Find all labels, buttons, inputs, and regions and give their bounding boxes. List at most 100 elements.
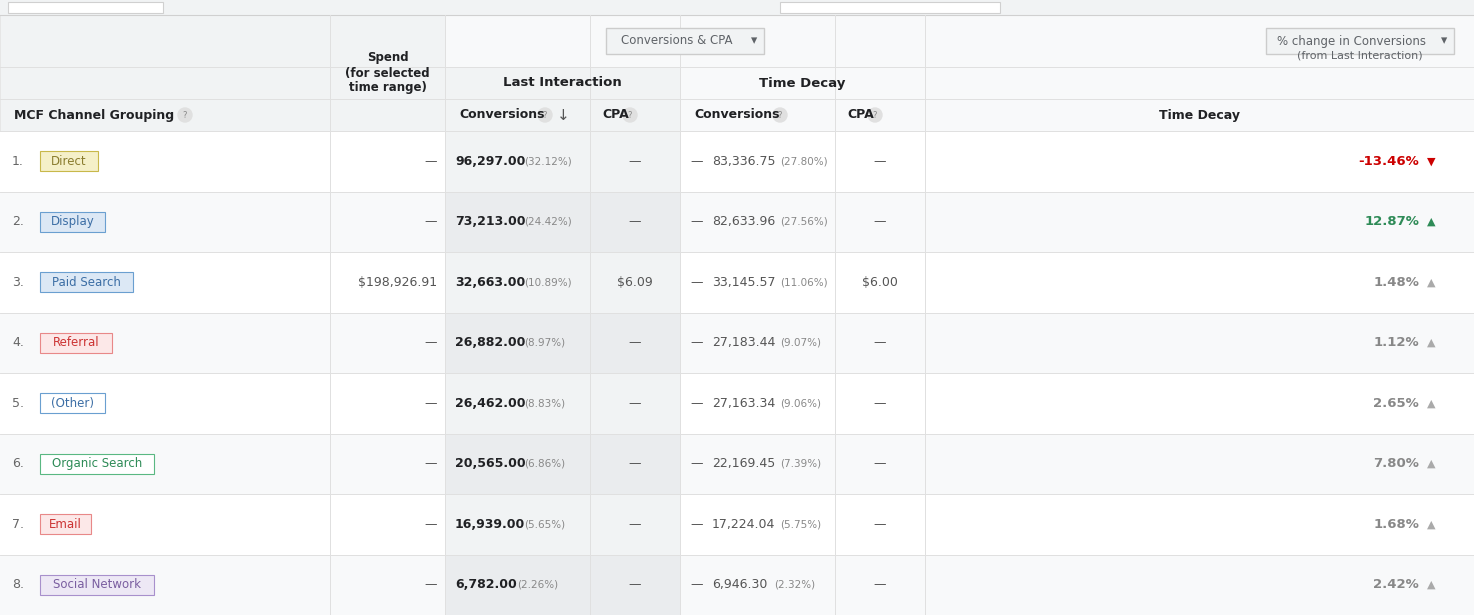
Bar — [0, 131, 1474, 191]
Text: 5.: 5. — [12, 397, 24, 410]
Text: (11.06%): (11.06%) — [781, 277, 828, 287]
Text: ?: ? — [628, 111, 632, 119]
Circle shape — [538, 108, 551, 122]
Bar — [0, 494, 1474, 555]
Text: 2.65%: 2.65% — [1374, 397, 1419, 410]
Bar — [1266, 28, 1453, 54]
Text: —: — — [874, 336, 886, 349]
Text: 26,462.00: 26,462.00 — [455, 397, 526, 410]
Bar — [0, 252, 1474, 312]
Text: (from Last Interaction): (from Last Interaction) — [1297, 50, 1422, 60]
Text: $198,926.91: $198,926.91 — [358, 276, 436, 289]
Text: ?: ? — [183, 111, 187, 119]
Text: 1.68%: 1.68% — [1374, 518, 1419, 531]
Bar — [445, 191, 680, 252]
Text: —: — — [690, 457, 703, 470]
Text: 6.: 6. — [12, 457, 24, 470]
Text: Conversions: Conversions — [694, 108, 780, 122]
Bar — [445, 312, 680, 373]
Text: —: — — [425, 578, 436, 591]
Text: 2.42%: 2.42% — [1374, 578, 1419, 591]
Bar — [40, 514, 91, 534]
Circle shape — [624, 108, 637, 122]
Text: ?: ? — [778, 111, 783, 119]
Text: 6,946.30: 6,946.30 — [712, 578, 768, 591]
Text: (10.89%): (10.89%) — [525, 277, 572, 287]
Text: 27,183.44: 27,183.44 — [712, 336, 775, 349]
Text: —: — — [690, 155, 703, 168]
Text: CPA: CPA — [601, 108, 629, 122]
Text: Last Interaction: Last Interaction — [503, 76, 622, 90]
Text: ▾: ▾ — [1442, 34, 1447, 47]
Text: —: — — [629, 578, 641, 591]
Text: —: — — [690, 215, 703, 228]
Text: 32,663.00: 32,663.00 — [455, 276, 525, 289]
Text: (2.26%): (2.26%) — [517, 580, 559, 590]
Text: 1.12%: 1.12% — [1374, 336, 1419, 349]
Text: ▲: ▲ — [1427, 277, 1436, 287]
Text: 4.: 4. — [12, 336, 24, 349]
Text: 8.: 8. — [12, 578, 24, 591]
Text: 2.: 2. — [12, 215, 24, 228]
Bar — [445, 555, 680, 615]
Text: 12.87%: 12.87% — [1363, 215, 1419, 228]
Text: —: — — [690, 397, 703, 410]
Text: —: — — [874, 578, 886, 591]
Text: ▼: ▼ — [1427, 156, 1436, 166]
Bar — [40, 151, 97, 171]
Text: Referral: Referral — [53, 336, 99, 349]
Bar — [445, 373, 680, 434]
Bar — [445, 131, 680, 191]
Bar — [680, 67, 926, 99]
Bar — [0, 555, 1474, 615]
Text: —: — — [629, 397, 641, 410]
Text: —: — — [874, 397, 886, 410]
Text: (8.83%): (8.83%) — [525, 399, 566, 408]
Text: Email: Email — [49, 518, 83, 531]
Bar — [445, 494, 680, 555]
Text: Paid Search: Paid Search — [52, 276, 121, 289]
Text: —: — — [874, 457, 886, 470]
Text: Time Decay: Time Decay — [759, 76, 846, 90]
Text: 73,213.00: 73,213.00 — [455, 215, 526, 228]
Bar — [0, 99, 1474, 131]
Text: % change in Conversions: % change in Conversions — [1278, 34, 1427, 47]
Text: Organic Search: Organic Search — [52, 457, 142, 470]
Text: —: — — [425, 457, 436, 470]
Bar — [0, 373, 1474, 434]
Bar — [0, 312, 1474, 373]
Text: —: — — [874, 518, 886, 531]
Text: —: — — [629, 155, 641, 168]
Bar — [0, 434, 1474, 494]
Bar — [445, 252, 680, 312]
Text: $6.00: $6.00 — [862, 276, 898, 289]
Text: Time Decay: Time Decay — [1159, 108, 1240, 122]
Text: ▲: ▲ — [1427, 338, 1436, 347]
Text: (27.56%): (27.56%) — [781, 216, 828, 227]
Text: (Other): (Other) — [52, 397, 94, 410]
Text: $6.09: $6.09 — [618, 276, 653, 289]
Text: 1.48%: 1.48% — [1374, 276, 1419, 289]
Text: Conversions & CPA: Conversions & CPA — [621, 34, 733, 47]
Text: 6,782.00: 6,782.00 — [455, 578, 517, 591]
Bar — [40, 272, 133, 292]
Text: ▾: ▾ — [750, 34, 758, 47]
Text: (7.39%): (7.39%) — [781, 459, 821, 469]
Text: MCF Channel Grouping: MCF Channel Grouping — [13, 108, 174, 122]
Text: 3.: 3. — [12, 276, 24, 289]
Text: (5.75%): (5.75%) — [781, 519, 821, 530]
Text: ?: ? — [542, 111, 547, 119]
Text: 7.: 7. — [12, 518, 24, 531]
Text: —: — — [874, 155, 886, 168]
Text: —: — — [425, 397, 436, 410]
Text: ▲: ▲ — [1427, 216, 1436, 227]
Bar — [606, 28, 764, 54]
Bar — [40, 212, 105, 232]
Text: (24.42%): (24.42%) — [525, 216, 572, 227]
Text: —: — — [690, 518, 703, 531]
Circle shape — [868, 108, 881, 122]
Text: Display: Display — [50, 215, 94, 228]
Bar — [445, 67, 680, 99]
Bar — [0, 0, 1474, 15]
Text: (5.65%): (5.65%) — [525, 519, 566, 530]
